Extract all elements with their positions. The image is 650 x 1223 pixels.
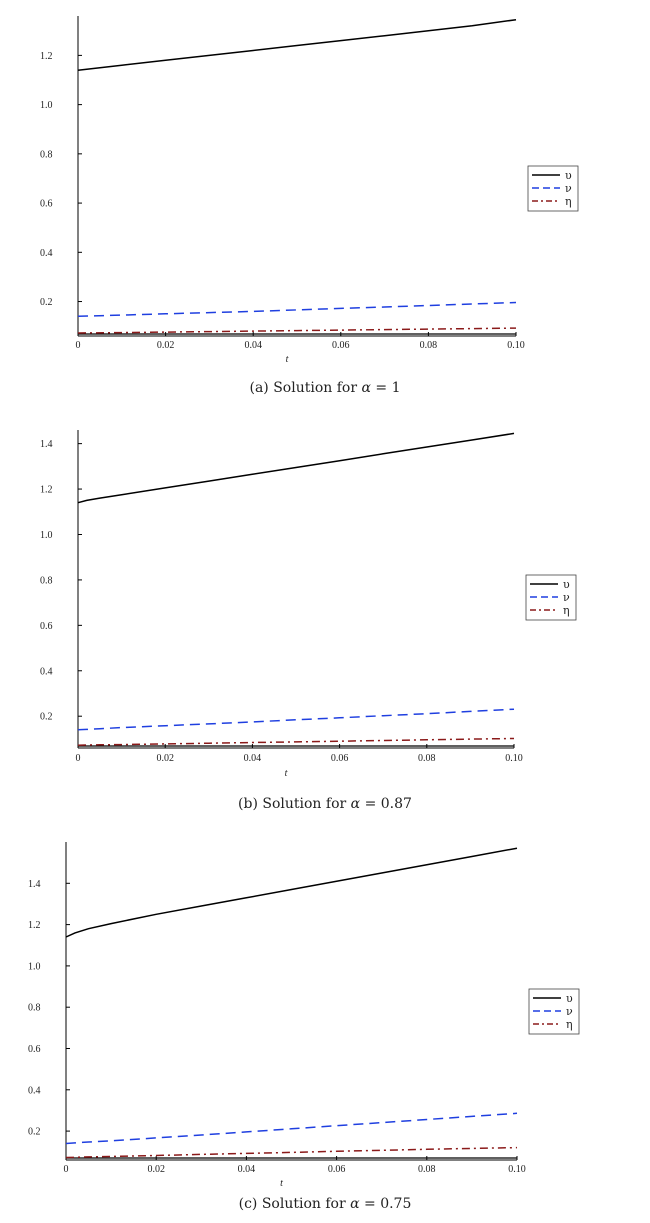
caption-a-prefix: (a) Solution for [249, 380, 362, 396]
caption-c-prefix: (c) Solution for [238, 1196, 351, 1212]
chart-a-legend: υνη [527, 165, 579, 212]
chart-a-series-line-1 [77, 18, 517, 71]
chart-a-x-tick-label: 0.06 [332, 340, 350, 351]
chart-a-legend-label-1: υ [565, 169, 572, 182]
chart-a-legend-label-2: ν [565, 182, 572, 195]
chart-a-x-tick-label: 0.04 [244, 340, 262, 351]
chart-a-legend-label-3: η [565, 195, 572, 208]
chart-b-series-line-1 [77, 432, 515, 504]
chart-b-y-tick-label: 0.2 [40, 712, 53, 723]
chart-b-x-tick-label: 0.08 [418, 753, 436, 764]
chart-c-x-tick-label: 0.02 [147, 1164, 165, 1175]
caption-b-symbol: α [350, 796, 361, 812]
chart-a-y-tick-label: 0.2 [40, 297, 53, 308]
chart-b-y-tick-label: 1.0 [40, 530, 53, 541]
chart-panel-b: 0.2 0.4 0.6 0.8 1.0 1.2 1.4 0 0.02 0.04 0.06 0.08 0.… [0, 410, 650, 820]
chart-a-series-line-2 [77, 301, 517, 318]
chart-a-x-tick-label: 0 [76, 340, 81, 351]
chart-c-y-tick-label: 0.8 [28, 1003, 41, 1014]
chart-b-x-axis-title: t [285, 768, 288, 779]
chart-b-y-tick-label: 1.2 [40, 485, 53, 496]
chart-b-x-tick-label: 0.06 [331, 753, 349, 764]
chart-a-y-tick-label: 0.4 [40, 248, 53, 259]
chart-b-series-line-3 [77, 737, 515, 747]
chart-a-y-tick-label: 1.2 [40, 51, 53, 62]
chart-c-x-tick-label: 0 [64, 1164, 69, 1175]
chart-c-legend-label-2: ν [566, 1005, 573, 1018]
caption-a-suffix: = 1 [370, 380, 401, 396]
chart-c-y-tick-label: 1.4 [28, 879, 41, 890]
chart-c-x-tick-label: 0.06 [328, 1164, 346, 1175]
chart-a-x-axis-title: t [286, 354, 289, 365]
chart-b-series-line-2 [77, 708, 515, 731]
chart-c-x-tick-label: 0.04 [238, 1164, 256, 1175]
chart-c-y-tick-label: 0.2 [28, 1127, 41, 1138]
chart-c-series-line-3 [65, 1146, 518, 1159]
chart-c-legend-label-1: υ [566, 992, 573, 1005]
chart-a-y-tick-label: 0.6 [40, 199, 53, 210]
caption-c-symbol: α [350, 1196, 360, 1212]
chart-b-y-tick-label: 0.6 [40, 621, 53, 632]
chart-panel-c: 0.2 0.4 0.6 0.8 1.0 1.2 1.4 0 0.02 0.04 0.06 0.08 0.… [0, 820, 650, 1223]
chart-a-y-tick-label: 1.0 [40, 100, 53, 111]
chart-b-x-tick-label: 0.04 [244, 753, 262, 764]
chart-c-x-tick-label: 0.08 [418, 1164, 436, 1175]
chart-c-svg: 0.2 0.4 0.6 0.8 1.0 1.2 1.4 0 0.02 0.04 0.06 0.08 0.… [28, 842, 580, 1189]
chart-b-legend-label-3: η [563, 604, 570, 617]
chart-c-series-line-2 [65, 1112, 518, 1145]
chart-c-series-line-1 [65, 847, 518, 938]
chart-b-y-tick-label: 1.4 [40, 439, 53, 450]
chart-c-y-tick-label: 0.4 [28, 1085, 41, 1096]
chart-a-y-tick-label: 0.8 [40, 149, 53, 160]
chart-c-legend-box [528, 988, 580, 1035]
chart-a-x-tick-label: 0.08 [420, 340, 438, 351]
chart-b-x-tick-label: 0.10 [505, 753, 523, 764]
caption-b: (b) Solution for α = 0.87 [0, 796, 650, 812]
chart-b-x-tick-label: 0 [76, 753, 81, 764]
chart-a-series-line-3 [77, 327, 517, 334]
chart-c-y-tick-label: 1.2 [28, 920, 41, 931]
chart-b-legend: υνη [525, 574, 577, 621]
chart-b-legend-label-1: υ [563, 578, 570, 591]
caption-b-prefix: (b) Solution for [238, 796, 351, 812]
chart-b-y-tick-label: 0.4 [40, 666, 53, 677]
chart-b-svg: 0.2 0.4 0.6 0.8 1.0 1.2 1.4 0 0.02 0.04 0.06 0.08 0.… [40, 430, 577, 779]
chart-b-legend-label-2: ν [563, 591, 570, 604]
chart-c-legend: υνη [528, 988, 580, 1035]
chart-a-svg: 0.2 0.4 0.6 0.8 1.0 1.2 0 0.02 0.04 0.06 0.08 0.10 t… [40, 16, 579, 365]
chart-c-x-tick-label: 0.10 [508, 1164, 526, 1175]
caption-b-suffix: = 0.87 [360, 796, 412, 812]
caption-a: (a) Solution for α = 1 [0, 380, 650, 396]
chart-b-x-tick-label: 0.02 [156, 753, 174, 764]
chart-c-y-tick-label: 1.0 [28, 961, 41, 972]
caption-a-symbol: α [361, 380, 371, 396]
chart-c-x-axis-title: t [280, 1178, 283, 1189]
chart-c-legend-label-3: η [566, 1018, 573, 1031]
chart-b-y-tick-label: 0.8 [40, 575, 53, 586]
caption-c-suffix: = 0.75 [359, 1196, 412, 1212]
caption-c: (c) Solution for α = 0.75 [0, 1196, 650, 1212]
chart-a-x-tick-label: 0.10 [507, 340, 525, 351]
chart-c-y-tick-label: 0.6 [28, 1044, 41, 1055]
chart-a-x-tick-label: 0.02 [157, 340, 175, 351]
chart-panel-a: 0.2 0.4 0.6 0.8 1.0 1.2 0 0.02 0.04 0.06 0.08 0.10 t… [0, 0, 650, 410]
